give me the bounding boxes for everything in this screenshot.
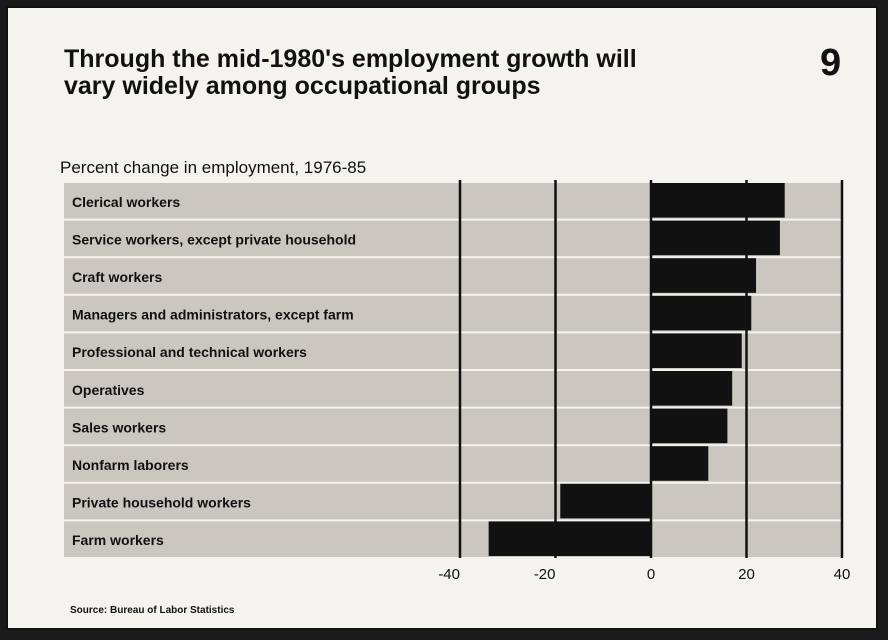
bar xyxy=(651,333,742,368)
bar xyxy=(488,521,651,556)
category-label: Managers and administrators, except farm xyxy=(72,307,354,323)
category-label: Nonfarm laborers xyxy=(72,457,189,473)
chart-number: 9 xyxy=(820,42,842,84)
source-note: Source: Bureau of Labor Statistics xyxy=(70,605,235,616)
category-label: Clerical workers xyxy=(72,194,180,210)
chart-title: Percent change in employment, 1976-85 xyxy=(60,158,366,177)
x-tick-label: 20 xyxy=(738,566,755,583)
category-labels: Clerical workers Service workers, except … xyxy=(72,194,356,548)
row-band xyxy=(64,446,842,482)
x-tick-label: -40 xyxy=(438,566,460,583)
bars xyxy=(488,183,785,556)
bar xyxy=(651,408,728,444)
x-tick-label: 0 xyxy=(647,566,655,583)
category-label: Private household workers xyxy=(72,495,251,511)
x-tick-label: 40 xyxy=(834,566,851,583)
bar xyxy=(651,295,752,331)
bar xyxy=(651,446,709,481)
title-line-1: Through the mid-1980's employment growth… xyxy=(64,45,637,73)
title-line-2: vary widely among occupational groups xyxy=(64,72,541,100)
bar xyxy=(651,220,780,256)
category-label: Craft workers xyxy=(72,269,162,285)
category-label: Operatives xyxy=(72,382,145,398)
x-tick-labels: -40 -20 0 20 40 xyxy=(438,566,850,583)
category-label: Farm workers xyxy=(72,532,164,548)
bar xyxy=(651,258,757,293)
bar xyxy=(651,371,733,406)
bar xyxy=(651,183,785,218)
x-tick-label: -20 xyxy=(534,566,556,583)
category-label: Professional and technical workers xyxy=(72,344,307,360)
row-band xyxy=(64,483,842,520)
category-label: Service workers, except private househol… xyxy=(72,231,356,247)
page-title: Through the mid-1980's employment growth… xyxy=(64,46,764,100)
category-label: Sales workers xyxy=(72,419,166,435)
bar xyxy=(560,483,651,519)
row-band xyxy=(64,521,842,557)
